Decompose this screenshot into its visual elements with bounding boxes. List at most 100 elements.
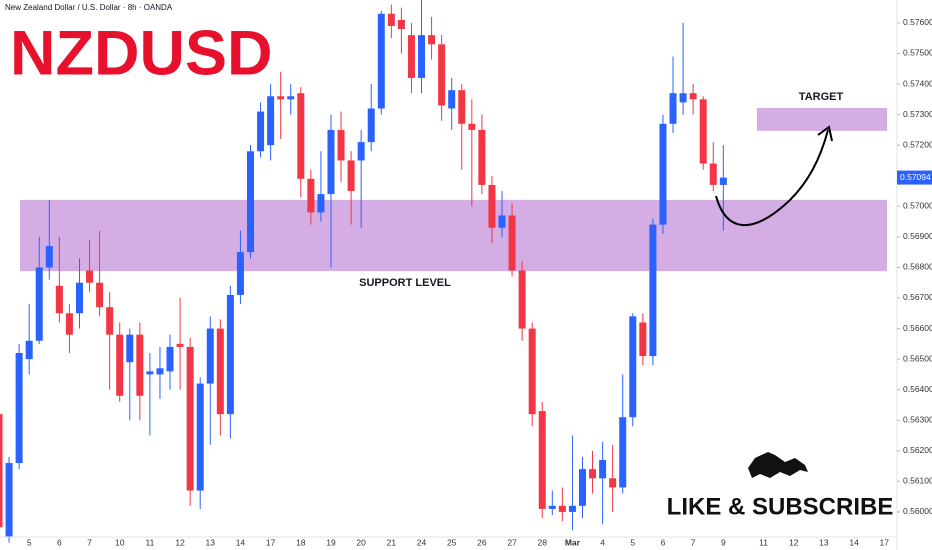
watermark: LIKE & SUBSCRIBE	[667, 493, 894, 520]
candle-body	[639, 322, 647, 357]
x-tick-label: 4	[600, 537, 605, 547]
candle-body	[719, 177, 727, 185]
subtitle: New Zealand Dollar / U.S. Dollar · 8h · …	[5, 3, 173, 12]
candle-body	[689, 93, 697, 100]
x-tick-label: 13	[206, 537, 216, 547]
y-tick-label: 0.56600	[903, 323, 932, 333]
y-tick-label: 0.57500	[903, 48, 932, 58]
x-tick-label: 21	[387, 537, 397, 547]
y-tick-label: 0.56700	[903, 292, 932, 302]
candle-body	[357, 142, 365, 161]
candle-body	[206, 328, 214, 384]
x-tick-label: 28	[538, 537, 548, 547]
zone-label: SUPPORT LEVEL	[359, 277, 451, 289]
x-tick-label: 25	[447, 537, 457, 547]
y-tick-label: 0.57400	[903, 78, 932, 88]
candle-body	[297, 93, 305, 179]
candle-body	[508, 215, 516, 271]
forecast-arrow	[715, 129, 829, 227]
candle-body	[448, 90, 456, 109]
candle-body	[156, 368, 164, 375]
x-tick-label: 14	[236, 537, 246, 547]
y-tick-label: 0.56500	[903, 353, 932, 363]
candle-body	[377, 13, 385, 109]
x-tick-label: 19	[326, 537, 336, 547]
candle-body	[478, 129, 486, 185]
candle-body	[307, 178, 315, 213]
candle-body	[498, 215, 506, 228]
x-tick-label: 18	[296, 537, 306, 547]
candle-body	[287, 96, 295, 100]
candle-body	[5, 463, 13, 537]
candle-body	[136, 334, 144, 396]
zone-label: TARGET	[799, 91, 844, 103]
candle-body	[397, 19, 405, 30]
candle-body	[257, 111, 265, 152]
candle-body	[387, 13, 395, 26]
y-tick-label: 0.56400	[903, 384, 932, 394]
x-tick-label: 11	[145, 537, 154, 547]
candle-body	[578, 469, 586, 506]
y-tick-label: 0.56100	[903, 476, 932, 486]
x-tick-label: 12	[789, 537, 799, 547]
x-tick-label: 24	[417, 537, 427, 547]
candle-body	[709, 163, 717, 185]
candle-body	[166, 346, 174, 372]
bull-bear-icon	[748, 452, 808, 478]
candle-body	[317, 194, 325, 213]
candle-body	[216, 328, 224, 415]
candle-body	[347, 160, 355, 192]
x-tick-label: 20	[356, 537, 366, 547]
candle-body	[649, 224, 657, 357]
x-tick-label: 14	[849, 537, 859, 547]
candle-body	[35, 267, 43, 341]
candle-body	[589, 469, 597, 479]
candles	[0, 0, 727, 543]
candle-body	[267, 96, 275, 146]
price-tag-label: 0.57094	[900, 172, 931, 182]
candle-body	[86, 270, 94, 283]
zone	[20, 199, 887, 272]
candle-body	[126, 334, 134, 363]
x-tick-label: 11	[759, 537, 768, 547]
candle-body	[196, 383, 204, 491]
x-tick-label: Mar	[565, 537, 581, 547]
price-tag	[897, 170, 932, 185]
zone	[757, 107, 887, 131]
candle-body	[558, 505, 566, 512]
candle-body	[106, 307, 114, 335]
x-tick-label: 5	[630, 537, 635, 547]
candle-body	[367, 108, 375, 143]
candle-body	[15, 353, 23, 464]
candle-body	[518, 270, 526, 329]
candle-body	[528, 328, 536, 415]
candle-body	[599, 459, 607, 479]
chart-title: NZDUSD	[10, 19, 273, 89]
x-tick-label: 10	[115, 537, 125, 547]
candle-body	[55, 285, 63, 314]
candle-body	[75, 282, 83, 314]
candle-body	[186, 346, 194, 491]
candle-body	[679, 93, 687, 103]
candle-body	[458, 90, 466, 124]
x-tick-label: 17	[880, 537, 890, 547]
x-tick-label: 12	[175, 537, 185, 547]
candle-body	[176, 343, 184, 347]
y-tick-label: 0.57600	[903, 17, 932, 27]
candle-body	[468, 123, 476, 130]
candle-body	[146, 371, 154, 375]
x-tick-label: 17	[266, 537, 276, 547]
forecast-arrowhead	[817, 125, 833, 142]
x-tick-label: 6	[57, 537, 62, 547]
y-tick-label: 0.56300	[903, 414, 932, 424]
candle-body	[619, 417, 627, 488]
y-tick-label: 0.56000	[903, 506, 932, 516]
candle-body	[438, 44, 446, 106]
candle-body	[488, 184, 496, 228]
candle-body	[609, 478, 617, 488]
candle-body	[538, 411, 546, 509]
x-tick-label: 7	[87, 537, 92, 547]
candle-body	[236, 252, 244, 295]
candle-body	[407, 35, 415, 78]
